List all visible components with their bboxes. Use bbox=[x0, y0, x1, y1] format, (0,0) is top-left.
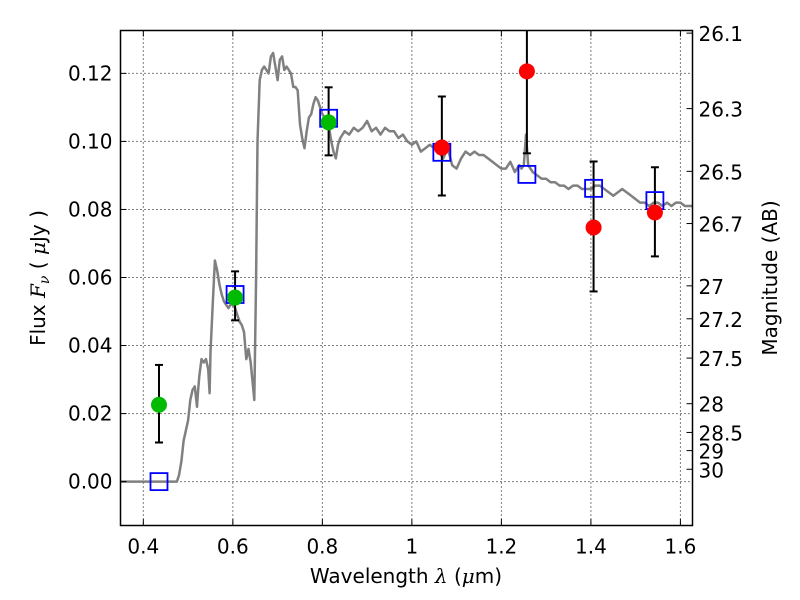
model-photometry-square bbox=[517, 165, 537, 184]
x-tick-label: 1 bbox=[406, 535, 419, 559]
right-tick-label: 27.5 bbox=[699, 347, 744, 371]
x-axis-label: Wavelength λ (μm) bbox=[310, 564, 502, 588]
x-tick-label: 0.8 bbox=[306, 535, 338, 559]
plot-frame bbox=[119, 29, 694, 527]
observed-points bbox=[150, 63, 663, 413]
observed-point bbox=[227, 289, 244, 306]
model-photometry-square bbox=[584, 178, 603, 198]
right-tick-label: 27.2 bbox=[699, 308, 744, 332]
right-tick-label: 26.3 bbox=[699, 98, 744, 122]
x-tick-label: 1.2 bbox=[485, 535, 517, 559]
y-tick-label: 0.12 bbox=[68, 61, 113, 85]
y-tick-label: 0.06 bbox=[68, 265, 113, 289]
observed-point bbox=[646, 204, 663, 221]
grid bbox=[120, 30, 693, 526]
right-tick-label: 26.5 bbox=[699, 160, 744, 184]
right-tick-label: 28.5 bbox=[699, 421, 744, 445]
y-tick-label: 0.00 bbox=[68, 470, 113, 494]
x-tick-labels: 0.4 0.6 0.8 1 1.2 1.4 1.6 bbox=[127, 535, 696, 559]
observed-point bbox=[585, 219, 602, 236]
y-tick-labels: 0.00 0.02 0.04 0.06 0.08 0.10 0.12 bbox=[68, 61, 113, 493]
observed-point bbox=[320, 114, 337, 131]
x-tick-label: 0.4 bbox=[127, 535, 159, 559]
x-tick-label: 1.6 bbox=[665, 535, 697, 559]
observed-point bbox=[433, 139, 450, 156]
right-tick-label: 28 bbox=[699, 393, 724, 417]
observed-point bbox=[518, 63, 535, 80]
y-tick-label: 0.04 bbox=[68, 334, 113, 358]
ticks bbox=[120, 30, 693, 526]
right-tick-label: 27 bbox=[699, 275, 724, 299]
right-axis-label: Magnitude (AB) bbox=[758, 200, 782, 355]
x-tick-label: 1.4 bbox=[575, 535, 607, 559]
x-tick-label: 0.6 bbox=[217, 535, 249, 559]
right-tick-label: 30 bbox=[699, 458, 724, 482]
y-tick-label: 0.02 bbox=[68, 402, 113, 426]
right-tick-label: 29 bbox=[699, 440, 724, 464]
y-tick-label: 0.10 bbox=[68, 129, 113, 153]
model-spectrum-line bbox=[121, 51, 692, 483]
y-axis-label: Flux Fν ( μJy ) bbox=[26, 210, 53, 346]
y-tick-label: 0.08 bbox=[68, 197, 113, 221]
model-photometry-square bbox=[149, 472, 169, 492]
right-tick-label: 26.1 bbox=[699, 22, 744, 46]
observed-point bbox=[150, 396, 167, 413]
right-tick-label: 26.7 bbox=[699, 213, 744, 237]
plot-content bbox=[121, 31, 692, 492]
